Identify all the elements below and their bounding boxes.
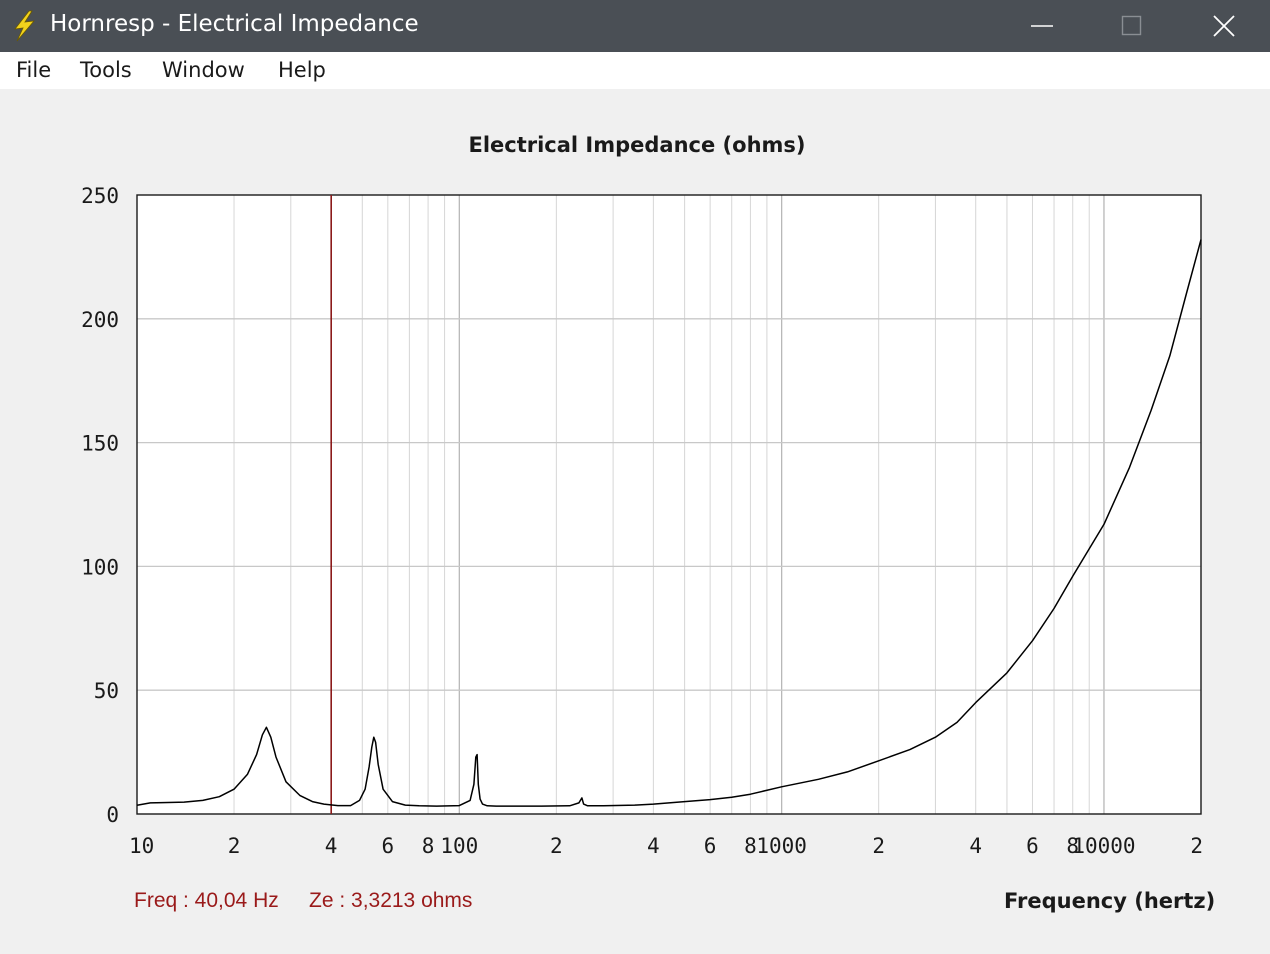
x-tick-label: 6 <box>1026 834 1039 858</box>
x-tick-label: 1000 <box>756 834 807 858</box>
title-bar: Hornresp - Electrical Impedance <box>0 0 1270 52</box>
window-title: Hornresp - Electrical Impedance <box>50 11 419 37</box>
x-axis-label: Frequency (hertz) <box>1004 889 1216 913</box>
menu-tools[interactable]: Tools <box>80 58 132 82</box>
close-button[interactable] <box>1178 0 1270 52</box>
x-tick-label: 4 <box>325 834 338 858</box>
chart-title: Electrical Impedance (ohms) <box>468 133 805 157</box>
menu-bar: File Tools Window Help <box>0 52 1270 89</box>
y-tick-label: 200 <box>81 308 119 332</box>
impedance-curve-series <box>136 239 1202 807</box>
x-tick-label: 8 <box>744 834 757 858</box>
cursor-frequency-readout: Freq : 40,04 Hz <box>134 889 279 912</box>
y-tick-label: 150 <box>81 432 119 456</box>
x-tick-label: 6 <box>381 834 394 858</box>
menu-help[interactable]: Help <box>278 58 326 82</box>
x-tick-label: 2 <box>550 834 563 858</box>
maximize-icon <box>1121 15 1142 36</box>
x-tick-label: 4 <box>647 834 660 858</box>
y-tick-label: 250 <box>81 184 119 208</box>
x-tick-label: 6 <box>704 834 717 858</box>
plot-background <box>137 195 1201 814</box>
y-tick-label: 50 <box>94 679 119 703</box>
x-tick-label: 10000 <box>1072 834 1135 858</box>
menu-window[interactable]: Window <box>162 58 245 82</box>
x-tick-label: 8 <box>422 834 435 858</box>
plot-frame <box>136 194 1202 815</box>
x-tick-label: 8 <box>1066 834 1079 858</box>
x-tick-label: 2 <box>228 834 241 858</box>
cursor-impedance-readout: Ze : 3,3213 ohms <box>309 889 473 912</box>
impedance-chart[interactable]: Electrical Impedance (ohms) 0 50 100 150 200 2… <box>0 89 1270 869</box>
maximize-button[interactable] <box>1086 0 1178 52</box>
minimize-button[interactable] <box>996 0 1088 52</box>
y-tick-label: 100 <box>81 555 119 579</box>
x-tick-label: 2 <box>1190 834 1203 858</box>
close-icon <box>1213 15 1235 37</box>
minimize-icon <box>1031 25 1053 27</box>
x-tick-label: 100 <box>440 834 478 858</box>
chart-area: Electrical Impedance (ohms) 0 50 100 150 200 2… <box>0 89 1270 954</box>
y-tick-label: 0 <box>106 803 119 827</box>
lightning-bolt-icon <box>14 10 35 42</box>
menu-file[interactable]: File <box>16 58 52 82</box>
x-tick-label: 10 <box>129 834 154 858</box>
x-tick-label: 4 <box>969 834 982 858</box>
x-tick-label: 2 <box>872 834 885 858</box>
